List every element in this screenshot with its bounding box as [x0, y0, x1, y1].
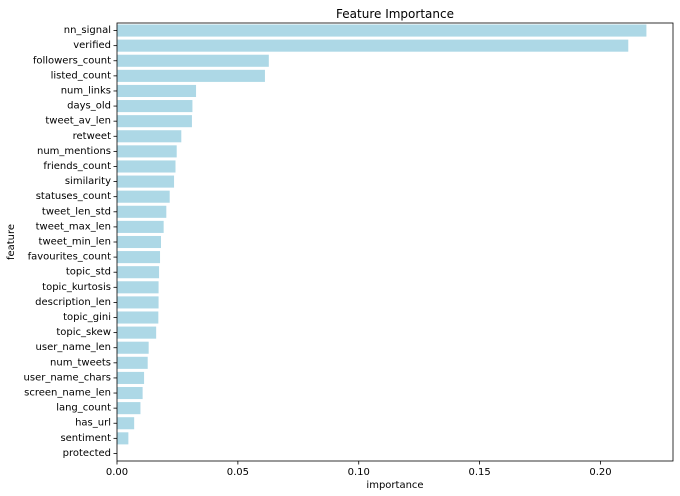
- y-tick-label-days-old: days_old: [67, 101, 111, 112]
- y-tick-label-retweet: retweet: [73, 131, 111, 142]
- y-tick-label-friends-count: friends_count: [43, 161, 111, 172]
- bar-user-name-len: [117, 341, 149, 354]
- x-axis-label: importance: [366, 480, 423, 491]
- y-tick-labels: nn_signal verified followers_count listed_c…: [24, 25, 112, 459]
- bar-topic-std: [117, 266, 160, 279]
- bar-topic-skew: [117, 326, 157, 339]
- bar-nn-signal: [117, 24, 647, 37]
- bar-tweet-len-std: [117, 205, 167, 218]
- y-tick-label-num-links: num_links: [61, 85, 111, 96]
- y-tick-label-verified: verified: [73, 40, 111, 51]
- bars-group: [117, 24, 647, 445]
- y-tick-label-description-len: description_len: [35, 297, 111, 308]
- bar-tweet-min-len: [117, 235, 161, 249]
- y-tick-label-lang-count: lang_count: [56, 403, 111, 414]
- y-tick-label-similarity: similarity: [65, 176, 111, 187]
- bar-followers-count: [117, 54, 269, 67]
- bar-has-url: [117, 417, 135, 430]
- chart-title: Feature Importance: [336, 7, 454, 21]
- y-tick-label-listed-count: listed_count: [51, 70, 111, 81]
- bar-num-mentions: [117, 145, 177, 158]
- y-tick-label-nn-signal: nn_signal: [64, 25, 111, 36]
- y-tick-label-followers-count: followers_count: [33, 55, 111, 66]
- bar-days-old: [117, 100, 193, 113]
- bar-screen-name-len: [117, 386, 143, 400]
- y-tick-label-has-url: has_url: [75, 418, 111, 429]
- bar-num-links: [117, 84, 197, 98]
- bar-topic-gini: [117, 311, 159, 324]
- x-tick-label: 0.15: [468, 467, 490, 478]
- x-tick-label: 0.10: [348, 467, 370, 478]
- bar-tweet-max-len: [117, 220, 164, 233]
- y-tick-label-sentiment: sentiment: [60, 433, 111, 444]
- bar-num-tweets: [117, 356, 148, 369]
- x-ticks-group: 0.00 0.05 0.10 0.15 0.20: [106, 461, 612, 478]
- x-tick-label: 0.20: [589, 467, 611, 478]
- bar-listed-count: [117, 69, 265, 82]
- bar-statuses-count: [117, 190, 170, 203]
- y-tick-label-user-name-chars: user_name_chars: [24, 372, 111, 383]
- y-tick-label-topic-gini: topic_gini: [63, 312, 111, 323]
- bar-lang-count: [117, 402, 141, 415]
- x-tick-label: 0.00: [106, 467, 128, 478]
- bar-favourites-count: [117, 251, 161, 264]
- y-tick-label-num-tweets: num_tweets: [50, 357, 111, 368]
- y-tick-marks: [113, 30, 117, 454]
- y-tick-label-tweet-min-len: tweet_min_len: [39, 237, 111, 248]
- bar-retweet: [117, 130, 182, 143]
- plot-area: [117, 23, 673, 461]
- y-tick-label-num-mentions: num_mentions: [37, 146, 111, 157]
- y-tick-label-protected: protected: [63, 448, 111, 459]
- bar-user-name-chars: [117, 371, 145, 384]
- y-tick-label-user-name-len: user_name_len: [36, 342, 111, 353]
- bar-friends-count: [117, 160, 176, 173]
- y-tick-label-topic-kurtosis: topic_kurtosis: [42, 282, 111, 293]
- bar-verified: [117, 39, 629, 52]
- bar-topic-kurtosis: [117, 281, 159, 294]
- bar-sentiment: [117, 432, 129, 445]
- y-tick-label-favourites-count: favourites_count: [28, 252, 111, 263]
- y-tick-label-tweet-av-len: tweet_av_len: [45, 116, 111, 127]
- bar-tweet-av-len: [117, 115, 192, 128]
- y-tick-label-screen-name-len: screen_name_len: [24, 388, 111, 399]
- y-tick-label-tweet-len-std: tweet_len_std: [42, 206, 111, 217]
- y-axis-label: feature: [6, 224, 17, 260]
- bar-description-len: [117, 296, 159, 309]
- plot-frame: [116, 22, 674, 462]
- y-tick-label-topic-std: topic_std: [66, 267, 111, 278]
- bar-similarity: [117, 175, 175, 188]
- y-tick-label-statuses-count: statuses_count: [36, 191, 111, 202]
- y-tick-label-tweet-max-len: tweet_max_len: [36, 221, 111, 232]
- y-tick-label-topic-skew: topic_skew: [56, 327, 111, 338]
- x-tick-label: 0.05: [227, 467, 249, 478]
